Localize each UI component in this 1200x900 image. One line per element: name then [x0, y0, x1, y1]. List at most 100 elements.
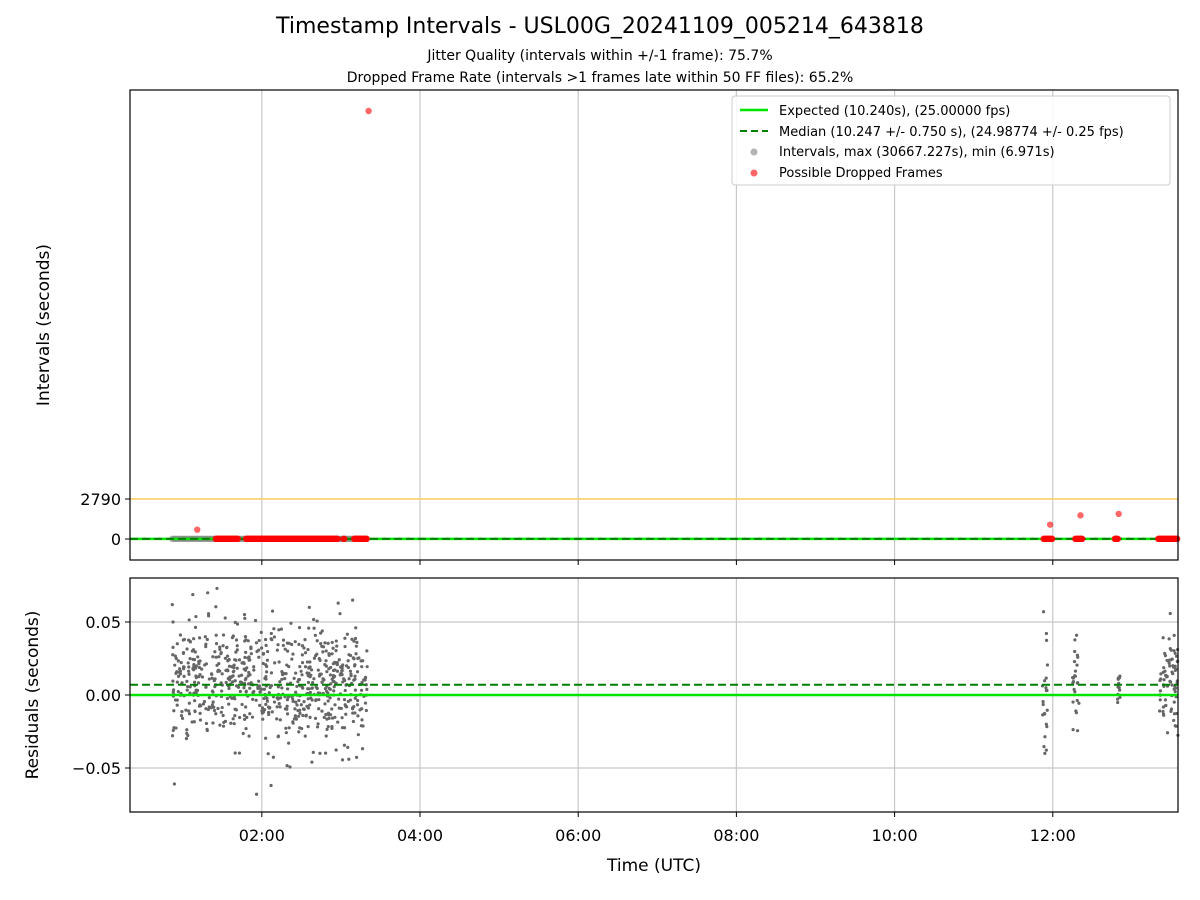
residual-point	[221, 644, 225, 648]
residual-point	[1172, 687, 1176, 691]
interval-point	[300, 535, 307, 543]
residual-point	[214, 683, 218, 687]
residual-point	[284, 726, 288, 730]
dropped-frame-outlier	[194, 526, 201, 533]
dropped-frame-point	[358, 535, 365, 543]
residual-point	[1072, 687, 1076, 692]
dropped-frame-point	[321, 535, 329, 543]
residual-point	[346, 699, 350, 704]
residual-point	[259, 630, 263, 634]
residual-point	[331, 668, 336, 673]
interval-point	[192, 535, 200, 543]
dropped-frame-point	[1169, 535, 1176, 543]
interval-point	[197, 535, 204, 543]
residual-point	[1075, 663, 1079, 667]
residual-point	[256, 686, 260, 691]
residual-point	[312, 656, 317, 660]
residual-point	[342, 726, 347, 730]
interval-point	[195, 535, 203, 543]
interval-point	[224, 535, 231, 543]
residual-point	[319, 672, 323, 676]
residual-point	[297, 626, 302, 630]
residual-point	[195, 688, 200, 692]
residual-point	[324, 649, 328, 653]
residual-point	[1175, 659, 1180, 663]
residual-point	[257, 655, 261, 659]
dropped-frame-point	[1041, 535, 1048, 543]
residual-point	[1172, 633, 1176, 637]
residual-point	[294, 690, 298, 694]
dropped-frame-point	[329, 535, 336, 543]
residual-point	[331, 646, 335, 650]
dropped-frame-point	[265, 535, 273, 543]
residual-point	[335, 660, 339, 665]
residual-point	[207, 696, 211, 700]
residual-point	[175, 670, 179, 674]
interval-point	[225, 535, 233, 543]
residual-point	[221, 713, 225, 718]
interval-point	[211, 535, 219, 543]
residual-point	[1163, 651, 1167, 656]
residual-point	[238, 689, 242, 694]
residual-point	[204, 707, 208, 711]
dropped-frame-point	[222, 535, 230, 543]
interval-point	[252, 535, 260, 543]
residual-point	[228, 678, 232, 682]
residual-point	[323, 641, 327, 645]
residual-point	[264, 663, 268, 667]
residual-point	[295, 684, 299, 689]
residual-point	[332, 693, 336, 697]
residual-point	[1044, 631, 1049, 636]
bottom-xtick-label: 08:00	[713, 826, 759, 845]
residual-point	[291, 720, 295, 724]
interval-point	[268, 535, 276, 543]
dropped-frame-point	[340, 535, 347, 543]
dropped-frame-point	[325, 535, 332, 543]
residual-point	[198, 718, 203, 722]
residual-point	[310, 686, 314, 690]
interval-point	[347, 535, 355, 543]
residual-point	[251, 697, 255, 701]
residual-point	[1162, 683, 1166, 687]
residual-point	[359, 688, 364, 692]
residual-point	[171, 653, 175, 657]
dropped-frame-outlier	[1046, 521, 1054, 528]
residual-point	[351, 711, 355, 715]
interval-point	[301, 535, 309, 543]
residual-point	[303, 734, 307, 738]
residual-point	[243, 717, 247, 721]
residual-point	[287, 641, 291, 645]
dropped-frame-point	[272, 535, 280, 543]
residual-point	[346, 659, 350, 663]
residual-point	[285, 704, 289, 708]
residual-point	[333, 715, 337, 719]
residual-point	[358, 693, 363, 697]
residual-point	[221, 724, 226, 728]
residual-point	[324, 664, 328, 668]
residual-point	[211, 721, 215, 725]
dropped-frame-point	[282, 535, 289, 543]
residual-point	[275, 705, 279, 709]
dropped-frame-point	[334, 535, 341, 543]
residual-point	[1158, 709, 1162, 713]
residual-point	[181, 667, 186, 671]
residual-point	[235, 666, 239, 670]
residual-point	[237, 751, 242, 755]
interval-point	[238, 535, 245, 543]
residual-point	[307, 665, 311, 670]
residual-point	[352, 704, 356, 709]
residual-point	[185, 688, 189, 692]
residual-point	[271, 755, 275, 759]
residual-point	[330, 724, 334, 729]
residual-point	[330, 652, 334, 656]
residual-point	[347, 653, 351, 657]
residual-point	[269, 671, 274, 675]
residual-point	[280, 672, 285, 676]
residual-point	[340, 666, 344, 670]
residual-point	[239, 673, 244, 677]
residual-point	[243, 635, 248, 639]
interval-point	[251, 535, 258, 543]
top-axes-frame	[129, 89, 1179, 561]
residual-point	[308, 660, 312, 664]
residual-point	[213, 685, 217, 689]
